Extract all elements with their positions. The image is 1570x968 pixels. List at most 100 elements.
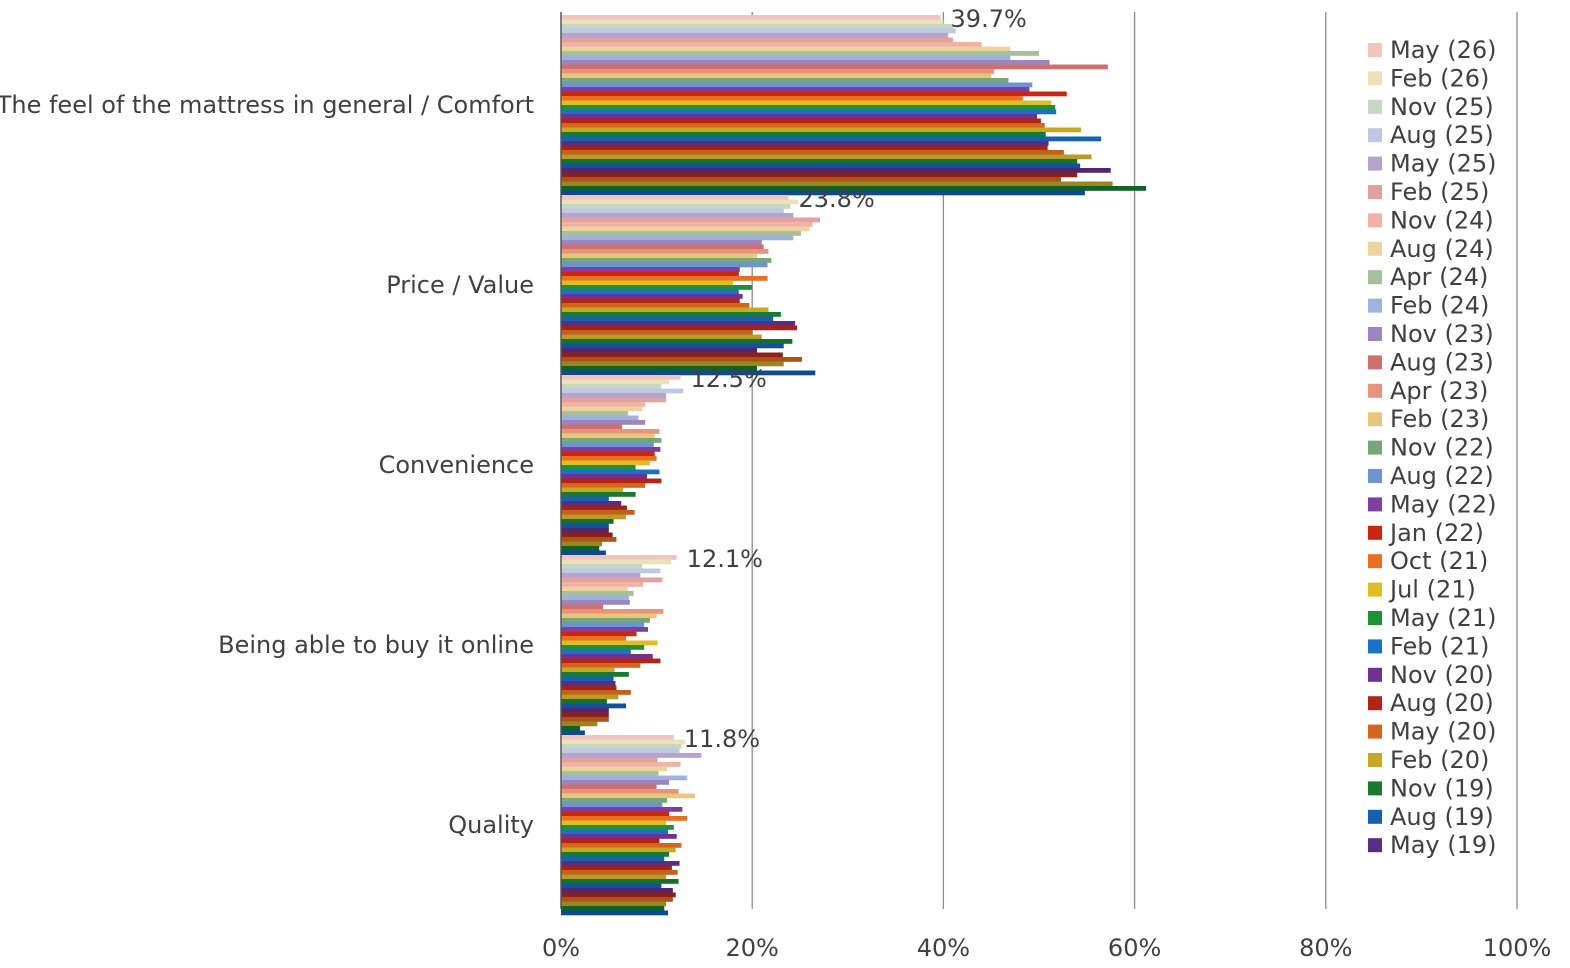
bar — [561, 492, 636, 497]
legend-label: Aug (24) — [1390, 235, 1494, 263]
bar — [561, 600, 630, 605]
bar — [561, 280, 734, 286]
bar — [561, 271, 739, 277]
bar — [561, 141, 1049, 146]
bar — [561, 262, 768, 268]
bar — [561, 312, 781, 317]
category-label: Convenience — [379, 451, 534, 479]
bar — [561, 780, 670, 785]
legend-swatch — [1368, 355, 1382, 370]
legend-swatch — [1368, 809, 1382, 824]
legend-label: Feb (26) — [1390, 64, 1489, 92]
bar — [561, 627, 648, 632]
bar — [561, 361, 784, 367]
bar — [561, 226, 810, 232]
bar — [561, 528, 609, 533]
bar — [561, 402, 646, 407]
bar — [561, 757, 658, 763]
bar — [561, 294, 743, 299]
bar — [561, 28, 956, 34]
legend-label: Nov (22) — [1390, 434, 1494, 462]
bar — [561, 546, 600, 551]
bar — [561, 816, 688, 821]
bar — [561, 708, 609, 713]
bar — [561, 168, 1111, 173]
category-label: The feel of the mattress in general / Co… — [0, 91, 534, 119]
bar — [561, 712, 609, 718]
bar — [561, 852, 670, 857]
bar — [561, 690, 631, 695]
legend-swatch — [1368, 156, 1382, 171]
legend-swatch — [1368, 383, 1382, 398]
bar — [561, 681, 616, 686]
bar — [561, 825, 674, 830]
legend-label: Apr (24) — [1390, 263, 1488, 291]
legend-label: Feb (21) — [1390, 632, 1489, 660]
bar — [561, 559, 671, 565]
bar — [561, 235, 794, 241]
bar — [561, 73, 992, 79]
legend-label: Aug (23) — [1390, 348, 1494, 376]
bar — [561, 253, 757, 259]
bar — [561, 847, 676, 853]
bar — [561, 64, 1108, 70]
bar — [561, 15, 941, 20]
bar — [561, 870, 678, 875]
bar — [561, 37, 953, 43]
x-tick-label: 40% — [917, 934, 970, 962]
legend-label: May (19) — [1390, 831, 1497, 859]
bar — [561, 910, 669, 916]
bar — [561, 667, 615, 673]
bar — [561, 735, 674, 740]
bar — [561, 465, 636, 470]
bar — [561, 879, 679, 884]
bar — [561, 645, 645, 650]
bar — [561, 60, 1050, 65]
bar — [561, 114, 1038, 119]
bar — [561, 393, 667, 398]
bar — [561, 901, 667, 907]
bar — [561, 375, 681, 380]
bar — [561, 550, 606, 556]
bar — [561, 726, 581, 731]
legend-label: Nov (20) — [1390, 661, 1494, 689]
bar — [561, 145, 1048, 151]
bar — [561, 784, 657, 790]
bar — [561, 582, 644, 587]
bar — [561, 640, 658, 646]
bar — [561, 42, 982, 47]
bar — [561, 510, 635, 515]
legend: May (26)Feb (26)Nov (25)Aug (25)May (25)… — [1368, 36, 1497, 859]
bar — [561, 163, 1081, 169]
bar — [561, 276, 768, 281]
bar — [561, 186, 1147, 191]
bar — [561, 208, 784, 214]
bar — [561, 456, 657, 461]
category-label: Quality — [448, 811, 534, 839]
legend-label: Nov (23) — [1390, 320, 1494, 348]
bar — [561, 429, 660, 434]
bar — [561, 69, 995, 74]
legend-swatch — [1368, 99, 1382, 114]
bar — [561, 577, 663, 583]
data-label: 12.1% — [687, 545, 763, 573]
bar — [561, 316, 774, 322]
bar — [561, 514, 627, 520]
bar — [561, 609, 664, 614]
bar — [561, 730, 585, 736]
bar — [561, 865, 672, 871]
bar — [561, 483, 646, 488]
legend-label: Aug (25) — [1390, 121, 1494, 149]
bar — [561, 874, 667, 880]
legend-label: Jan (22) — [1388, 519, 1484, 547]
bar — [561, 303, 750, 308]
bar — [561, 105, 1056, 110]
bar — [561, 447, 661, 452]
legend-swatch — [1368, 781, 1382, 796]
bar — [561, 177, 1061, 182]
legend-label: Oct (21) — [1390, 547, 1488, 575]
bar — [561, 703, 627, 709]
legend-swatch — [1368, 469, 1382, 483]
bar — [561, 181, 1113, 187]
legend-swatch — [1368, 241, 1382, 256]
